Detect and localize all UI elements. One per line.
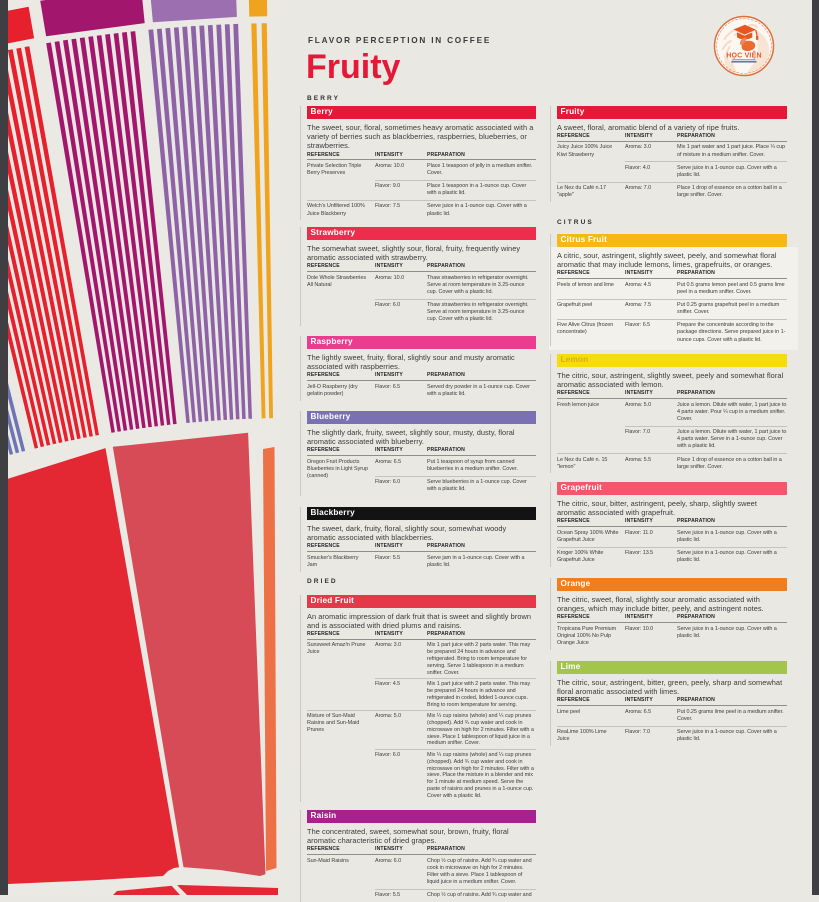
- svg-text:HỌC VIỆN: HỌC VIỆN: [726, 51, 761, 60]
